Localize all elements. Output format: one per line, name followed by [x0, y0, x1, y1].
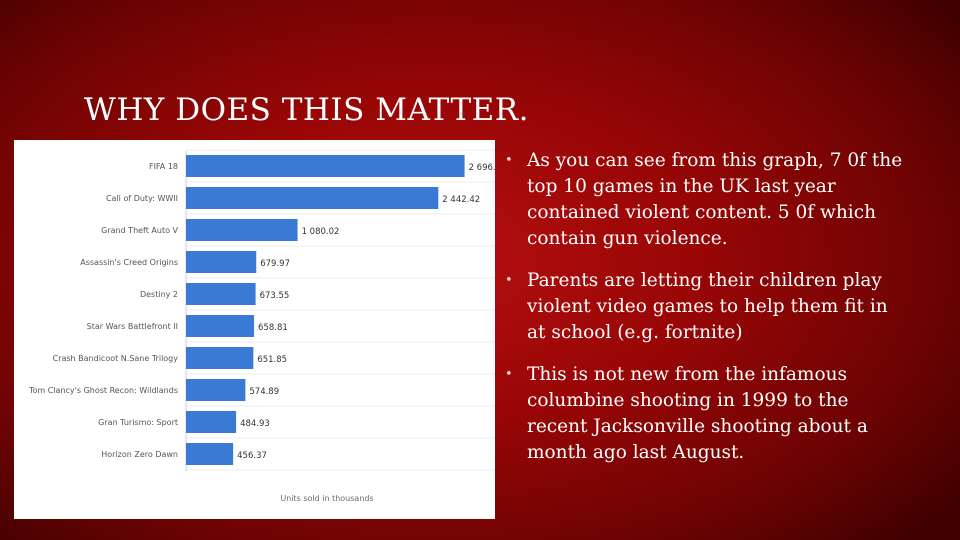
- slide-title: WHY DOES THIS MATTER.: [84, 92, 529, 128]
- bullet-dot: •: [505, 367, 513, 382]
- bar: [186, 379, 246, 401]
- bar-chart: FIFA 18 2 696.72 Call of Duty: WWII 2 442.4…: [28, 149, 495, 503]
- value-label: 484.93: [240, 419, 270, 429]
- bullet-item: • This is not new from the infamous colum…: [503, 362, 903, 466]
- bar: [186, 251, 257, 273]
- category-label: Crash Bandicoot N.Sane Trilogy: [53, 354, 179, 363]
- category-label: FIFA 18: [149, 162, 178, 171]
- value-label: 574.89: [249, 387, 279, 397]
- bullet-item: • As you can see from this graph, 7 0f th…: [503, 148, 903, 252]
- bar: [186, 219, 298, 241]
- category-label: Assassin's Creed Origins: [80, 258, 178, 267]
- value-label: 2 442.42: [442, 195, 480, 205]
- bar: [186, 315, 255, 337]
- bullet-list: • As you can see from this graph, 7 0f th…: [503, 148, 903, 482]
- bullet-text: This is not new from the infamous columb…: [527, 364, 868, 463]
- category-label: Tom Clancy's Ghost Recon: Wildlands: [28, 386, 178, 395]
- category-label: Destiny 2: [140, 290, 178, 299]
- category-label: Star Wars Battlefront II: [87, 322, 178, 331]
- bar: [186, 443, 234, 465]
- category-label: Call of Duty: WWII: [106, 194, 178, 203]
- value-label: 2 696.72: [469, 163, 495, 173]
- bullet-item: • Parents are letting their children play…: [503, 268, 903, 346]
- bullet-dot: •: [505, 153, 513, 168]
- value-label: 679.97: [260, 259, 290, 269]
- category-label: Horizon Zero Dawn: [101, 450, 178, 459]
- bar: [186, 187, 439, 209]
- value-label: 651.85: [257, 355, 287, 365]
- value-label: 673.55: [260, 291, 290, 301]
- bullet-text: As you can see from this graph, 7 0f the…: [527, 150, 903, 249]
- x-axis-label: Units sold in thousands: [280, 494, 373, 503]
- bar: [186, 347, 254, 369]
- bar: [186, 155, 465, 177]
- chart-panel: FIFA 18 2 696.72 Call of Duty: WWII 2 442.4…: [14, 140, 495, 519]
- bar: [186, 283, 256, 305]
- bar: [186, 411, 237, 433]
- value-label: 456.37: [237, 451, 267, 461]
- category-label: Gran Turismo: Sport: [98, 418, 178, 427]
- value-label: 1 080.02: [302, 227, 340, 237]
- value-label: 658.81: [258, 323, 288, 333]
- category-label: Grand Theft Auto V: [101, 226, 178, 235]
- bullet-dot: •: [505, 273, 513, 288]
- bullet-text: Parents are letting their children play …: [527, 270, 888, 343]
